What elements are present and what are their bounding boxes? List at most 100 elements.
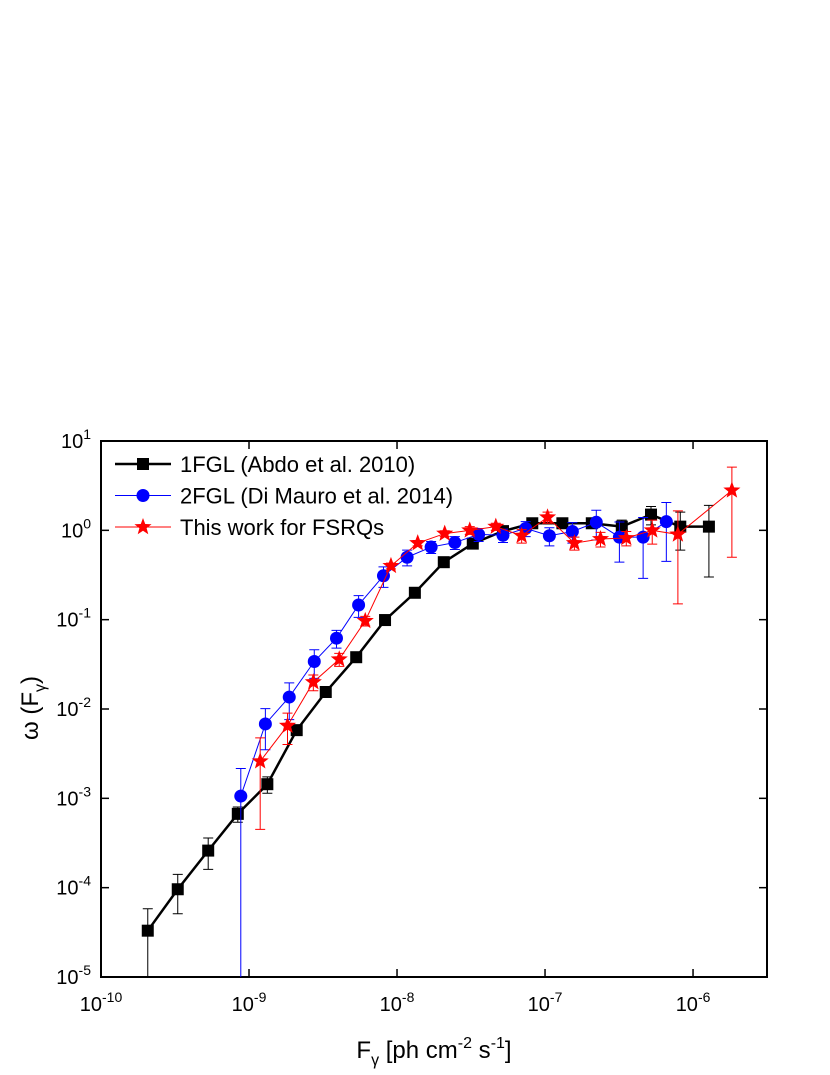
marker-square xyxy=(141,924,154,937)
marker-square xyxy=(615,520,628,533)
error-bar xyxy=(235,767,246,977)
y-tick-exp: -4 xyxy=(79,873,92,889)
y-tick-label: 10-4 xyxy=(56,873,91,900)
marker-circle xyxy=(352,598,366,612)
marker-star xyxy=(591,529,610,547)
x-tick-base: 10 xyxy=(232,994,254,1016)
marker-circle xyxy=(234,789,248,803)
marker-star xyxy=(304,673,322,690)
y-tick-base: 10 xyxy=(61,431,83,453)
marker-star xyxy=(356,611,374,629)
x-label-sup: -1 xyxy=(491,1035,505,1052)
y-tick-label: 10-3 xyxy=(56,783,91,810)
marker-circle xyxy=(659,515,673,529)
marker-circle xyxy=(329,631,343,645)
marker-circle xyxy=(258,717,272,731)
x-tick-base: 10 xyxy=(676,994,698,1016)
legend-marker xyxy=(134,518,152,535)
legend-marker xyxy=(136,489,150,502)
legend-marker xyxy=(137,458,149,470)
plot-frame xyxy=(100,440,768,978)
y-tick-exp: 0 xyxy=(83,515,91,531)
marker-square xyxy=(408,586,421,599)
marker-square xyxy=(350,651,363,664)
x-tick-label: 10-7 xyxy=(528,989,563,1016)
y-tick-exp: -1 xyxy=(79,605,92,621)
x-tick-base: 10 xyxy=(380,994,402,1016)
marker-star xyxy=(409,534,427,551)
y-tick-label: 100 xyxy=(61,515,91,542)
marker-circle xyxy=(282,690,296,704)
y-tick-base: 10 xyxy=(56,699,78,721)
marker-star xyxy=(669,525,687,542)
y-tick-base: 10 xyxy=(61,520,83,542)
marker-square xyxy=(466,537,479,550)
y-tick-base: 10 xyxy=(56,967,78,989)
x-tick-exp: -9 xyxy=(254,989,267,1005)
marker-star xyxy=(330,650,348,667)
x-label-sup: -2 xyxy=(458,1035,472,1052)
marker-star xyxy=(643,521,661,538)
x-label-part: [ph cm xyxy=(379,1037,458,1064)
marker-star xyxy=(617,529,635,546)
marker-circle xyxy=(542,529,556,543)
marker-square xyxy=(437,556,450,569)
y-tick-exp: -3 xyxy=(79,783,92,799)
marker-circle xyxy=(376,569,390,583)
y-axis-label: ω (Fγ) xyxy=(17,676,49,740)
x-tick-label: 10-6 xyxy=(676,989,711,1016)
y-tick-exp: -5 xyxy=(79,962,92,978)
y-tick-base: 10 xyxy=(56,878,78,900)
error-bar xyxy=(726,466,737,558)
x-tick-label: 10-10 xyxy=(80,989,123,1016)
x-tick-exp: -6 xyxy=(698,989,711,1005)
marker-star xyxy=(538,508,557,525)
x-label-part: ] xyxy=(505,1037,512,1064)
marker-circle xyxy=(424,540,438,554)
marker-star xyxy=(436,524,454,541)
y-tick-label: 10-2 xyxy=(56,694,91,721)
marker-star xyxy=(278,716,297,733)
x-tick-exp: -8 xyxy=(402,989,415,1005)
y-label-part: ω (F xyxy=(17,692,44,740)
series-line xyxy=(146,513,709,932)
x-tick-label: 10-8 xyxy=(380,989,415,1016)
error-bar xyxy=(703,504,714,578)
y-label-part: ) xyxy=(17,676,44,684)
marker-square xyxy=(171,883,184,896)
x-axis-label: Fγ [ph cm-2 s-1] xyxy=(356,1035,511,1069)
marker-square xyxy=(556,517,569,530)
marker-square xyxy=(702,520,715,533)
y-tick-label: 10-1 xyxy=(56,605,91,632)
y-tick-label: 101 xyxy=(61,426,91,453)
x-tick-exp: -7 xyxy=(550,989,563,1005)
error-bar xyxy=(638,517,649,579)
marker-star xyxy=(461,521,479,538)
y-tick-label: 10-5 xyxy=(56,962,91,989)
legend-label: 1FGL (Abdo et al. 2010) xyxy=(180,452,415,477)
marker-star xyxy=(382,556,400,574)
x-label-sub: γ xyxy=(371,1052,379,1069)
marker-star xyxy=(513,526,531,544)
marker-circle xyxy=(589,515,603,529)
marker-circle xyxy=(400,550,414,564)
series-line xyxy=(240,521,667,797)
y-tick-base: 10 xyxy=(56,788,78,810)
x-label-part: F xyxy=(356,1037,371,1064)
marker-square xyxy=(231,807,244,820)
y-tick-exp: -2 xyxy=(79,694,92,710)
marker-circle xyxy=(472,527,486,541)
marker-star xyxy=(723,481,741,498)
marker-circle xyxy=(448,536,462,550)
marker-square xyxy=(202,844,215,857)
x-label-part: s xyxy=(472,1037,491,1064)
marker-square xyxy=(290,724,303,737)
x-tick-exp: -10 xyxy=(102,989,122,1005)
marker-square xyxy=(319,685,332,698)
x-tick-base: 10 xyxy=(80,994,102,1016)
marker-square xyxy=(261,778,274,791)
marker-square xyxy=(379,614,392,627)
x-tick-base: 10 xyxy=(528,994,550,1016)
